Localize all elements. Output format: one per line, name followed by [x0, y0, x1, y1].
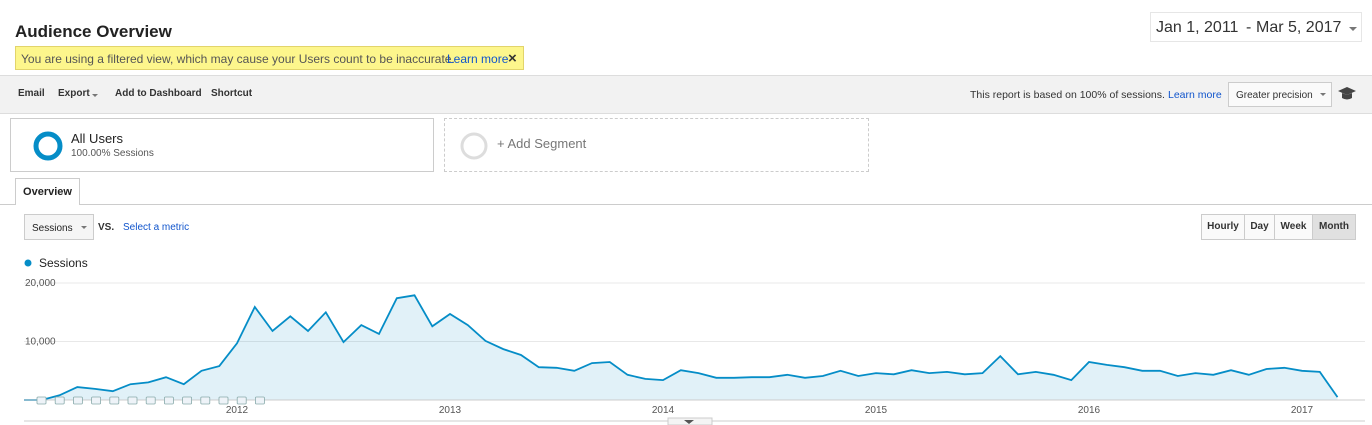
date-end: Mar 5, 2017: [1256, 19, 1342, 36]
collapse-arrow: [684, 420, 694, 424]
x-tick-label: 2015: [865, 405, 888, 416]
precision-dropdown[interactable]: Greater precision: [1228, 82, 1332, 107]
tab-divider: [0, 204, 1372, 205]
warning-banner: You are using a filtered view, which may…: [15, 46, 524, 70]
x-tick-label: 2017: [1291, 405, 1314, 416]
date-separator: -: [1246, 19, 1252, 36]
annotation-icon: [218, 396, 229, 405]
caret: [92, 94, 98, 97]
metric-dropdown[interactable]: Sessions: [24, 214, 94, 240]
metric-label: Sessions: [32, 223, 73, 234]
segment-card[interactable]: All Users 100.00% Sessions: [10, 118, 434, 172]
toolbar-item[interactable]: Export: [58, 88, 90, 99]
legend-marker: [24, 259, 32, 267]
granularity-button[interactable]: Month: [1312, 214, 1356, 240]
segment-name: All Users: [71, 131, 124, 146]
add-segment[interactable]: + Add Segment: [444, 118, 869, 172]
education-icon[interactable]: [1337, 85, 1357, 103]
y-tick-label: 10,000: [25, 337, 56, 348]
close-button[interactable]: ×: [508, 50, 517, 67]
caret: [1320, 93, 1326, 96]
legend-label: Sessions: [39, 256, 88, 270]
add-segment-label: + Add Segment: [497, 136, 587, 151]
segment-detail: 100.00% Sessions: [71, 148, 154, 159]
annotation-icon: [54, 396, 65, 405]
granularity-button[interactable]: Day: [1244, 214, 1275, 240]
toolbar-item[interactable]: Shortcut: [211, 88, 253, 99]
annotation-icon: [127, 396, 138, 405]
select-metric-link[interactable]: Select a metric: [123, 222, 190, 233]
annotation-icon: [200, 396, 211, 405]
granularity-button[interactable]: Hourly: [1201, 214, 1245, 240]
annotation-icon: [254, 396, 265, 405]
date-start: Jan 1, 2011: [1156, 19, 1239, 36]
y-tick-label: 20,000: [25, 278, 56, 289]
x-tick-label: 2014: [652, 405, 675, 416]
annotation-icon: [163, 396, 174, 405]
area: [24, 295, 1338, 400]
warning-text: You are using a filtered view, which may…: [21, 52, 455, 66]
x-tick-label: 2016: [1078, 405, 1101, 416]
date-range[interactable]: Jan 1, 2011 - Mar 5, 2017: [1150, 12, 1362, 42]
annotation-icon: [145, 396, 156, 405]
annotation-icon: [91, 396, 101, 405]
warning-link[interactable]: Learn more: [447, 52, 509, 66]
annotation-icon: [73, 396, 83, 405]
x-tick-label: 2012: [226, 405, 249, 416]
caret: [1349, 27, 1357, 31]
chart: Sessions 10,000 20,000 2012 2013 2014 2015 2016…: [24, 256, 1365, 425]
toolbar: Email Export Add to Dashboard Shortcut T…: [0, 75, 1372, 114]
annotation-icon: [236, 396, 247, 405]
x-tick-label: 2013: [439, 405, 462, 416]
vs-label: VS.: [98, 222, 115, 233]
annotation-icon: [109, 396, 120, 405]
segment-icon: [460, 132, 488, 160]
page-title: Audience Overview: [15, 22, 172, 41]
caret: [81, 226, 87, 229]
segment-icon: [33, 131, 63, 161]
annotation-icon: [182, 396, 193, 405]
line: [24, 294, 1339, 401]
tab[interactable]: Overview: [15, 178, 80, 205]
precision-label: Greater precision: [1236, 90, 1313, 101]
sampling-link[interactable]: Learn more: [1168, 89, 1222, 101]
sampling-note: This report is based on 100% of sessions…: [970, 89, 1165, 101]
granularity-button[interactable]: Week: [1274, 214, 1313, 240]
toolbar-item[interactable]: Email: [18, 88, 45, 99]
toolbar-item[interactable]: Add to Dashboard: [115, 88, 202, 99]
annotation-icon: [36, 396, 47, 405]
